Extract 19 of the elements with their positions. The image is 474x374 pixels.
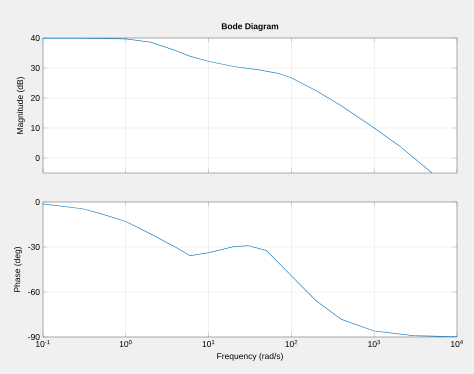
y-tick-label: -30: [28, 244, 40, 250]
x-tick-label: 10$^{0}$: [120, 340, 132, 348]
y-axis-title: Magnitude (dB): [16, 77, 25, 134]
y-tick-label: -60: [28, 289, 40, 295]
x-tick-label: 10$^{-1}$: [36, 340, 50, 347]
y-tick-label: 0: [36, 199, 40, 205]
y-tick-label: 10: [31, 125, 40, 131]
y-tick-label: 20: [30, 95, 40, 101]
y-tick-label: 40: [30, 35, 40, 41]
x-tick-label: 10$^{4}$: [451, 340, 463, 347]
x-tick-label: 10$^{2}$: [285, 340, 298, 348]
x-axis-title: Frequency (rad/s): [217, 352, 283, 361]
y-tick-label: 30: [30, 65, 40, 71]
x-tick-label: 10$^{1}$: [202, 340, 214, 347]
x-tick-label: 10$^{3}$: [368, 340, 380, 348]
chart-title: Bode Diagram: [222, 23, 278, 31]
y-tick-label: -90: [28, 334, 40, 340]
y-tick-label: 0: [36, 155, 40, 161]
y-axis-title: Phase (deg): [14, 246, 22, 292]
